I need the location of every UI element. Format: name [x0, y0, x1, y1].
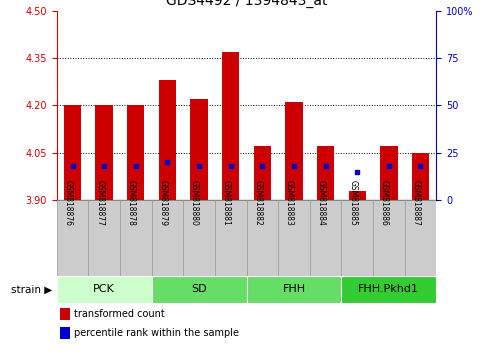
Bar — [88, 200, 120, 276]
Text: GSM818883: GSM818883 — [285, 180, 294, 226]
Bar — [373, 200, 405, 276]
Text: GSM818884: GSM818884 — [317, 180, 325, 226]
Text: GSM818882: GSM818882 — [253, 180, 262, 226]
Bar — [57, 276, 152, 303]
Text: PCK: PCK — [93, 284, 115, 295]
Bar — [190, 99, 208, 200]
Bar — [61, 327, 70, 339]
Bar — [127, 105, 144, 200]
Text: GSM818879: GSM818879 — [158, 180, 168, 226]
Bar — [159, 80, 176, 200]
Text: strain ▶: strain ▶ — [10, 284, 52, 295]
Text: GSM818887: GSM818887 — [412, 180, 421, 226]
Text: GSM818876: GSM818876 — [64, 180, 72, 226]
Bar — [96, 105, 113, 200]
Bar — [380, 146, 397, 200]
Bar — [341, 200, 373, 276]
Bar — [120, 200, 152, 276]
Bar — [278, 200, 310, 276]
Text: percentile rank within the sample: percentile rank within the sample — [74, 328, 239, 338]
Bar — [57, 200, 88, 276]
Title: GDS4492 / 1394843_at: GDS4492 / 1394843_at — [166, 0, 327, 8]
Bar — [64, 105, 81, 200]
Bar — [183, 200, 215, 276]
Bar — [349, 190, 366, 200]
Text: SD: SD — [191, 284, 207, 295]
Bar — [61, 308, 70, 320]
Bar — [405, 200, 436, 276]
Text: GSM818880: GSM818880 — [190, 180, 199, 226]
Bar — [246, 200, 278, 276]
Text: GSM818886: GSM818886 — [380, 180, 389, 226]
Bar — [152, 276, 246, 303]
Bar — [285, 102, 303, 200]
Text: FHH: FHH — [282, 284, 306, 295]
Bar — [317, 146, 334, 200]
Bar — [412, 153, 429, 200]
Bar — [341, 276, 436, 303]
Text: GSM818878: GSM818878 — [127, 180, 136, 226]
Text: transformed count: transformed count — [74, 309, 165, 319]
Bar — [222, 52, 240, 200]
Text: GSM818881: GSM818881 — [222, 180, 231, 226]
Text: FHH.Pkhd1: FHH.Pkhd1 — [358, 284, 420, 295]
Text: GSM818877: GSM818877 — [95, 180, 104, 226]
Bar — [310, 200, 341, 276]
Bar — [215, 200, 246, 276]
Bar — [246, 276, 341, 303]
Text: GSM818885: GSM818885 — [348, 180, 357, 226]
Bar — [253, 146, 271, 200]
Bar — [152, 200, 183, 276]
